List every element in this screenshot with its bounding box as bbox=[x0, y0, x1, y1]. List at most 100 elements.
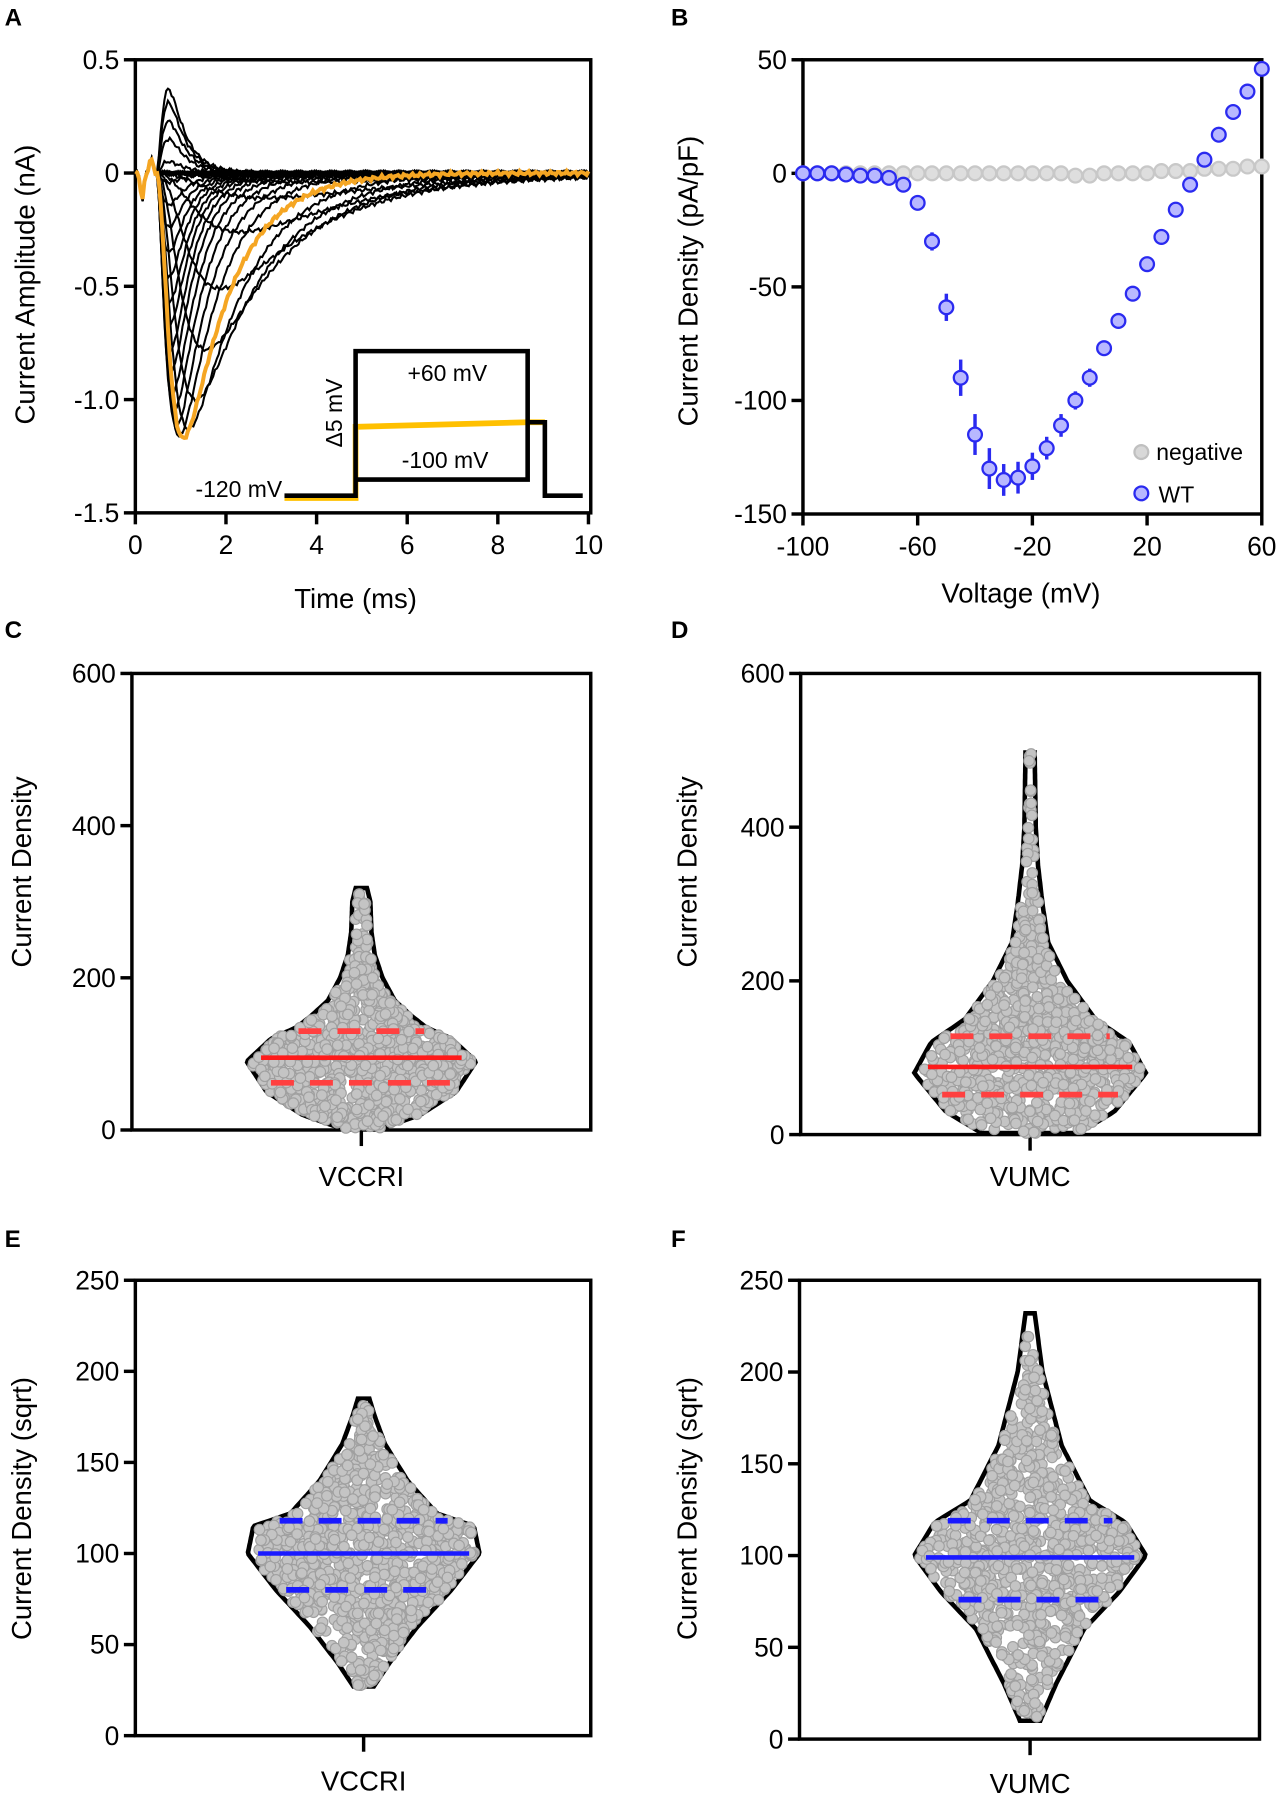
data-point bbox=[363, 1531, 376, 1544]
data-point bbox=[321, 1475, 334, 1488]
data-point-wt bbox=[895, 176, 912, 193]
data-point-wt bbox=[1153, 228, 1170, 245]
data-point-negative bbox=[1124, 165, 1141, 182]
data-point bbox=[303, 1515, 316, 1527]
violin-vccri bbox=[245, 1396, 482, 1692]
data-point bbox=[453, 1539, 465, 1552]
panel-b-xlabel: Voltage (mV) bbox=[941, 577, 1100, 608]
data-point bbox=[1089, 1073, 1102, 1085]
data-point bbox=[1092, 1018, 1105, 1031]
data-point bbox=[361, 1115, 374, 1128]
data-point bbox=[417, 1503, 430, 1516]
data-point bbox=[1068, 1114, 1081, 1127]
data-point-wt bbox=[1110, 312, 1127, 329]
data-point bbox=[350, 1103, 363, 1116]
data-point bbox=[1057, 1573, 1070, 1586]
data-point bbox=[1068, 992, 1081, 1005]
data-point bbox=[403, 1025, 415, 1038]
current-traces bbox=[134, 87, 591, 441]
data-point bbox=[302, 1605, 314, 1618]
data-point bbox=[390, 1536, 402, 1549]
data-point bbox=[291, 1528, 303, 1540]
x-tick-label: 6 bbox=[400, 530, 415, 560]
data-point bbox=[1043, 950, 1056, 963]
data-point bbox=[421, 1040, 434, 1053]
data-point bbox=[1009, 1041, 1022, 1054]
panel-e-axes: 0 50 100 150 200 250 bbox=[75, 1265, 593, 1752]
data-point-negative bbox=[1110, 165, 1127, 182]
data-point bbox=[1049, 1648, 1061, 1660]
data-point bbox=[1007, 1510, 1020, 1522]
data-point bbox=[1046, 1451, 1058, 1464]
data-point bbox=[331, 1039, 344, 1052]
data-point bbox=[1004, 1410, 1017, 1422]
data-point bbox=[1062, 1644, 1075, 1657]
data-point bbox=[455, 1558, 468, 1570]
data-point bbox=[991, 1545, 1004, 1557]
data-point bbox=[1075, 1583, 1087, 1595]
data-point bbox=[308, 1110, 321, 1122]
data-point bbox=[350, 978, 363, 990]
data-point bbox=[1018, 946, 1030, 959]
violin-vumc bbox=[911, 748, 1149, 1139]
data-point bbox=[365, 953, 377, 965]
data-point-negative bbox=[1182, 163, 1199, 180]
data-point bbox=[386, 1457, 399, 1469]
data-point bbox=[1028, 1126, 1040, 1139]
data-point-wt bbox=[952, 369, 969, 386]
data-point bbox=[1075, 1122, 1088, 1135]
data-point-negative bbox=[1167, 163, 1184, 180]
data-point bbox=[1019, 1383, 1032, 1396]
data-point bbox=[363, 1641, 375, 1654]
data-points bbox=[253, 1400, 480, 1692]
data-point bbox=[958, 1566, 971, 1579]
y-tick-label: 0 bbox=[770, 1120, 785, 1150]
data-point bbox=[380, 1095, 393, 1108]
panel-label-c: C bbox=[5, 617, 22, 644]
data-point bbox=[1027, 1476, 1040, 1489]
data-point bbox=[1031, 1096, 1043, 1109]
violin-vccri bbox=[244, 885, 478, 1134]
data-point bbox=[1009, 936, 1022, 949]
data-point bbox=[384, 997, 397, 1009]
data-point bbox=[335, 1000, 347, 1013]
data-point bbox=[335, 1655, 348, 1667]
y-tick-label: -1.0 bbox=[74, 385, 119, 415]
data-point bbox=[359, 1059, 372, 1072]
data-point bbox=[361, 919, 373, 932]
data-point bbox=[285, 1029, 298, 1042]
data-point bbox=[1011, 1563, 1023, 1575]
data-point bbox=[294, 1072, 307, 1084]
data-point-wt bbox=[1067, 392, 1084, 409]
panel-d-axes: 0 200 400 600 bbox=[741, 659, 1262, 1151]
data-point bbox=[344, 1572, 357, 1584]
data-point bbox=[345, 1529, 358, 1541]
data-point bbox=[977, 1080, 989, 1093]
data-point bbox=[990, 1636, 1002, 1649]
data-point bbox=[977, 1622, 990, 1635]
data-point bbox=[1024, 1402, 1036, 1415]
data-point bbox=[1018, 1540, 1031, 1553]
y-tick-label: 600 bbox=[72, 659, 116, 689]
data-point bbox=[1023, 1629, 1035, 1642]
data-point bbox=[426, 1563, 438, 1575]
data-point bbox=[1047, 1504, 1060, 1516]
data-point-wt bbox=[852, 167, 869, 184]
data-point bbox=[350, 928, 363, 941]
x-tick-label: -100 bbox=[777, 531, 830, 561]
data-point bbox=[1015, 972, 1028, 985]
data-point bbox=[432, 1593, 445, 1606]
legend-negative-label: negative bbox=[1156, 439, 1243, 465]
data-point-wt bbox=[1196, 151, 1213, 168]
data-point bbox=[329, 986, 342, 999]
data-point-wt bbox=[1139, 256, 1156, 273]
y-tick-label: 0 bbox=[101, 1115, 116, 1145]
data-point bbox=[925, 1562, 937, 1575]
data-point-wt bbox=[809, 165, 826, 182]
data-point-wt bbox=[966, 426, 984, 443]
data-point bbox=[388, 1083, 401, 1096]
data-point bbox=[1055, 1609, 1068, 1622]
series-negative bbox=[794, 158, 1270, 184]
data-point-wt bbox=[1167, 201, 1184, 218]
